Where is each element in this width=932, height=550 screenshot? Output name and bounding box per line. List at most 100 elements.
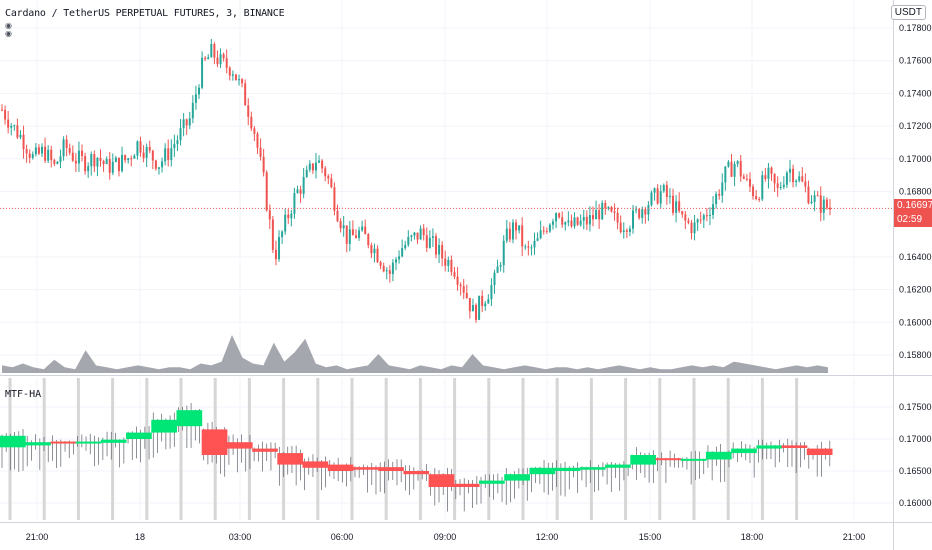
candle-body <box>121 154 124 172</box>
ha-block <box>277 453 304 465</box>
candle-body <box>1 109 3 111</box>
candle-body <box>321 160 324 169</box>
candle-body <box>197 87 200 95</box>
candle-body <box>379 262 382 266</box>
candle-body <box>582 216 585 221</box>
candle-body <box>471 305 474 312</box>
candle-body <box>354 235 357 238</box>
candle-body <box>401 248 404 257</box>
candle-body <box>653 188 656 193</box>
candle-body <box>50 149 53 161</box>
candle-body <box>644 209 647 215</box>
ha-block <box>756 445 783 449</box>
candle-body <box>705 215 708 217</box>
candle-body <box>755 196 758 199</box>
ha-block <box>781 445 808 448</box>
candle-body <box>151 150 154 161</box>
last-price-tag: 0.16697 <box>894 199 932 213</box>
ha-block <box>378 467 404 471</box>
candle-body <box>385 270 388 272</box>
candle-body <box>813 195 816 202</box>
candle-body <box>459 284 462 287</box>
candle-body <box>161 161 164 168</box>
ha-block <box>453 483 480 487</box>
candle-body <box>361 226 364 231</box>
candle-body <box>595 210 598 220</box>
candle-body <box>407 236 410 245</box>
candle-body <box>481 295 484 307</box>
price-axis-label: 0.17200 <box>899 121 932 131</box>
eye-icon[interactable]: ◉ ◉ <box>5 21 12 38</box>
candle-body <box>333 187 336 211</box>
candle-body <box>182 119 185 129</box>
candle-body <box>4 109 7 120</box>
indicator-name[interactable]: MTF-HA <box>5 389 42 400</box>
candle-body <box>431 236 434 238</box>
candle-body <box>148 146 151 151</box>
candle-body <box>730 161 733 177</box>
candle-body <box>545 230 548 232</box>
candle-body <box>176 140 179 145</box>
candle-body <box>511 222 514 240</box>
candle-body <box>508 228 511 240</box>
ha-block <box>201 429 228 455</box>
candle-body <box>779 187 782 189</box>
candle-body <box>256 133 259 148</box>
candle-body <box>567 220 570 223</box>
candle-body <box>201 57 204 88</box>
ha-axis-label: 0.17500 <box>899 402 932 412</box>
ha-block <box>806 448 833 455</box>
candle-body <box>798 176 801 181</box>
candle-body <box>518 225 521 231</box>
candle-body <box>776 183 779 188</box>
countdown-tag: 02:59 <box>894 213 932 227</box>
ha-block <box>0 435 26 448</box>
currency-button[interactable]: USDT <box>890 5 926 20</box>
candle-body <box>222 54 225 59</box>
candle-body <box>453 272 456 277</box>
ha-axis-label: 0.16500 <box>899 466 932 476</box>
ha-block <box>50 441 77 444</box>
ha-block <box>554 467 581 471</box>
candle-body <box>127 158 130 161</box>
candle-body <box>308 163 311 170</box>
ha-block <box>655 458 682 461</box>
ha-block <box>680 458 707 461</box>
candle-body <box>16 125 19 138</box>
candle-body <box>62 139 65 157</box>
candle-body <box>114 157 117 162</box>
symbol-title: Cardano / TetherUS PERPETUAL FUTURES, 3,… <box>5 8 285 19</box>
candle-body <box>228 67 231 76</box>
candle-body <box>164 148 167 162</box>
candle-body <box>548 224 551 232</box>
candle-body <box>650 192 653 206</box>
candle-body <box>394 259 397 263</box>
price-axis-label: 0.17000 <box>899 154 932 164</box>
candle-body <box>782 184 785 188</box>
candle-body <box>108 159 111 173</box>
candle-body <box>342 225 345 229</box>
candle-body <box>739 161 742 177</box>
candle-body <box>795 180 798 183</box>
time-axis-label: 09:00 <box>434 532 457 542</box>
candle-body <box>450 259 453 273</box>
candle-body <box>604 202 607 209</box>
candle-body <box>515 222 518 231</box>
candle-body <box>7 119 10 128</box>
candle-body <box>678 201 681 212</box>
candle-body <box>157 167 160 169</box>
ha-axis-label: 0.17000 <box>899 434 932 444</box>
candle-body <box>34 147 37 155</box>
candle-body <box>816 195 819 197</box>
candle-body <box>761 175 764 200</box>
ha-block <box>403 471 430 475</box>
candle-body <box>404 244 407 249</box>
price-axis-label: 0.17800 <box>899 23 932 33</box>
candle-body <box>290 213 293 219</box>
candle-body <box>736 161 739 165</box>
candle-body <box>358 230 361 238</box>
candle-body <box>496 266 499 273</box>
candle-body <box>665 185 668 197</box>
candle-body <box>613 211 616 213</box>
